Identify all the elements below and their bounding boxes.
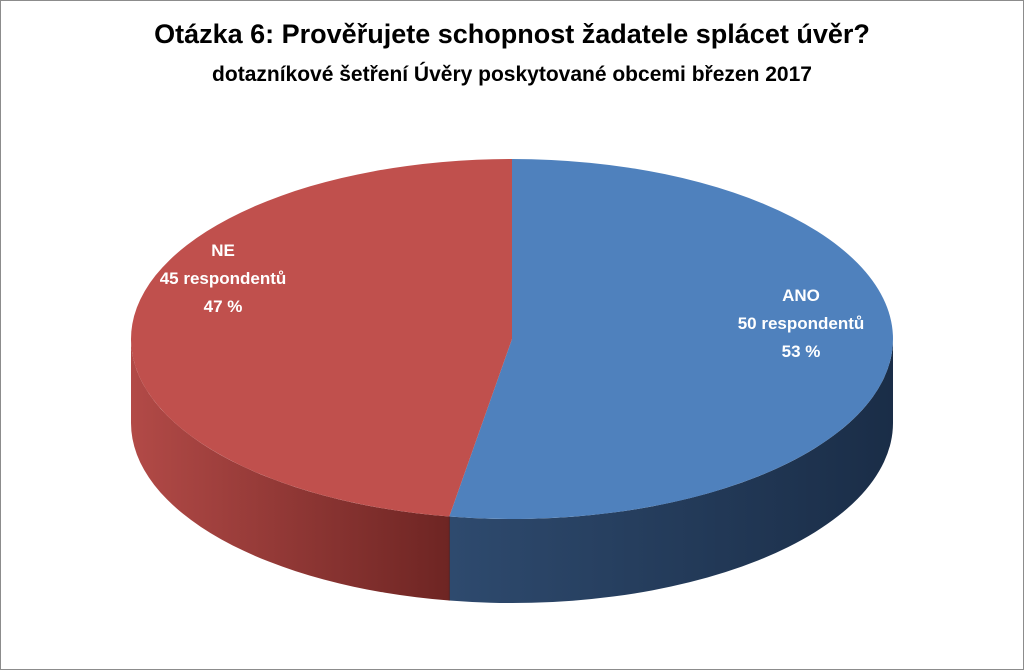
chart-subtitle: dotazníkové šetření Úvěry poskytované ob… [212,63,812,86]
pie-slice-ne [130,159,512,517]
slice-label-count-ne: 45 respondentů [160,269,287,288]
slice-label-percent-ne: 47 % [204,297,243,316]
chart-title: Otázka 6: Prověřujete schopnost žadatele… [154,19,870,49]
pie-slice-ano [449,159,893,519]
slice-label-name-ano: ANO [782,286,820,305]
pie-sides [131,339,893,604]
slice-label-count-ano: 50 respondentů [738,314,865,333]
pie-side-ne [131,339,450,601]
slice-label-percent-ano: 53 % [782,342,821,361]
pie-tops [130,159,893,519]
slice-labels: ANO 50 respondentů 53 % NE 45 respondentů 47 … [160,241,865,361]
slice-label-name-ne: NE [211,241,235,260]
pie-side-ano [449,339,893,604]
